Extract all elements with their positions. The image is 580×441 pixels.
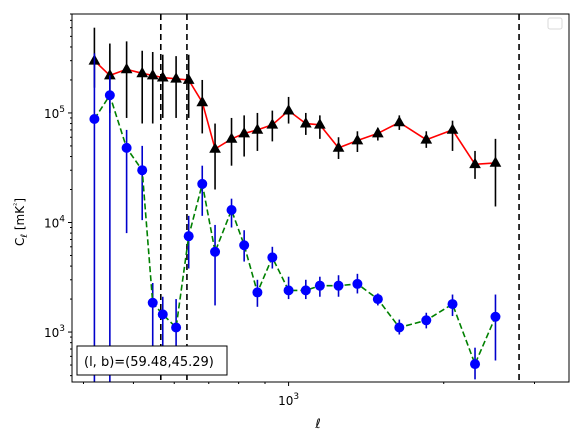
series-1-point-20 bbox=[394, 322, 405, 333]
series-1-point-12 bbox=[252, 287, 263, 298]
series-1-point-13 bbox=[267, 252, 278, 263]
series-1-point-24 bbox=[490, 311, 501, 322]
series-1-point-5 bbox=[157, 309, 168, 320]
y-tick-label: 105 bbox=[44, 105, 65, 121]
series-1-point-1 bbox=[104, 90, 115, 101]
series-0-point-13 bbox=[266, 118, 279, 129]
series-1-point-4 bbox=[147, 297, 158, 308]
annotation: (l, b)=(59.48,45.29) bbox=[76, 345, 228, 376]
series-0-point-22 bbox=[446, 123, 459, 134]
series-0-point-4 bbox=[146, 68, 159, 80]
series-0-point-7 bbox=[182, 73, 195, 84]
axes-frame bbox=[71, 13, 570, 383]
series-0-point-14 bbox=[282, 104, 295, 115]
series-1-point-16 bbox=[314, 280, 325, 291]
y-tick-label: 103 bbox=[44, 324, 65, 340]
series-0-point-11 bbox=[238, 126, 251, 138]
series-0-point-23 bbox=[469, 157, 481, 169]
plot-area bbox=[88, 14, 520, 382]
series-1-point-6 bbox=[171, 322, 182, 333]
axes: 103 104 105 103 bbox=[44, 13, 570, 408]
series-0-point-9 bbox=[209, 142, 221, 153]
series-0-point-1 bbox=[103, 68, 116, 80]
series-0-point-8 bbox=[196, 95, 209, 107]
series-1-point-14 bbox=[283, 285, 294, 296]
series-0-point-6 bbox=[170, 72, 182, 83]
x-axis-label: ℓ bbox=[314, 417, 320, 432]
series-0-point-19 bbox=[371, 126, 384, 138]
series-1-point-21 bbox=[421, 315, 432, 326]
series-0-point-12 bbox=[251, 123, 264, 134]
legend-box bbox=[547, 17, 563, 30]
y-axis-label: Cℓ [mK²] bbox=[12, 198, 30, 246]
series-0-point-18 bbox=[351, 134, 364, 145]
series-1-point-10 bbox=[226, 205, 237, 216]
series-0-point-20 bbox=[393, 115, 406, 127]
series-1-point-9 bbox=[210, 246, 221, 257]
series-0-point-10 bbox=[225, 132, 238, 143]
y-tick-label: 104 bbox=[44, 214, 65, 230]
annotation-text: (l, b)=(59.48,45.29) bbox=[84, 355, 214, 370]
series-1-point-17 bbox=[333, 280, 344, 291]
series-1-point-3 bbox=[137, 165, 148, 176]
series-1-point-2 bbox=[121, 142, 132, 153]
series-1-point-22 bbox=[447, 299, 458, 310]
series-0-point-15 bbox=[299, 117, 312, 128]
x-tick-label: 103 bbox=[278, 392, 299, 408]
series-0-point-24 bbox=[489, 156, 502, 167]
series-0-point-2 bbox=[120, 62, 133, 74]
annotation-box bbox=[76, 345, 228, 376]
series-0-point-3 bbox=[136, 66, 149, 78]
series-0-point-16 bbox=[314, 118, 326, 129]
series-1-point-8 bbox=[197, 178, 208, 189]
series-1-point-23 bbox=[470, 359, 481, 370]
series-1-point-18 bbox=[352, 278, 363, 289]
series-1-point-11 bbox=[239, 240, 250, 251]
series-1-point-0 bbox=[89, 114, 100, 125]
series-1-point-15 bbox=[300, 285, 311, 296]
series-0-point-21 bbox=[420, 133, 433, 144]
series-1-point-7 bbox=[183, 231, 194, 242]
series-0-point-5 bbox=[156, 71, 169, 82]
series-1-point-19 bbox=[372, 294, 383, 305]
series-0-point-17 bbox=[332, 141, 345, 152]
